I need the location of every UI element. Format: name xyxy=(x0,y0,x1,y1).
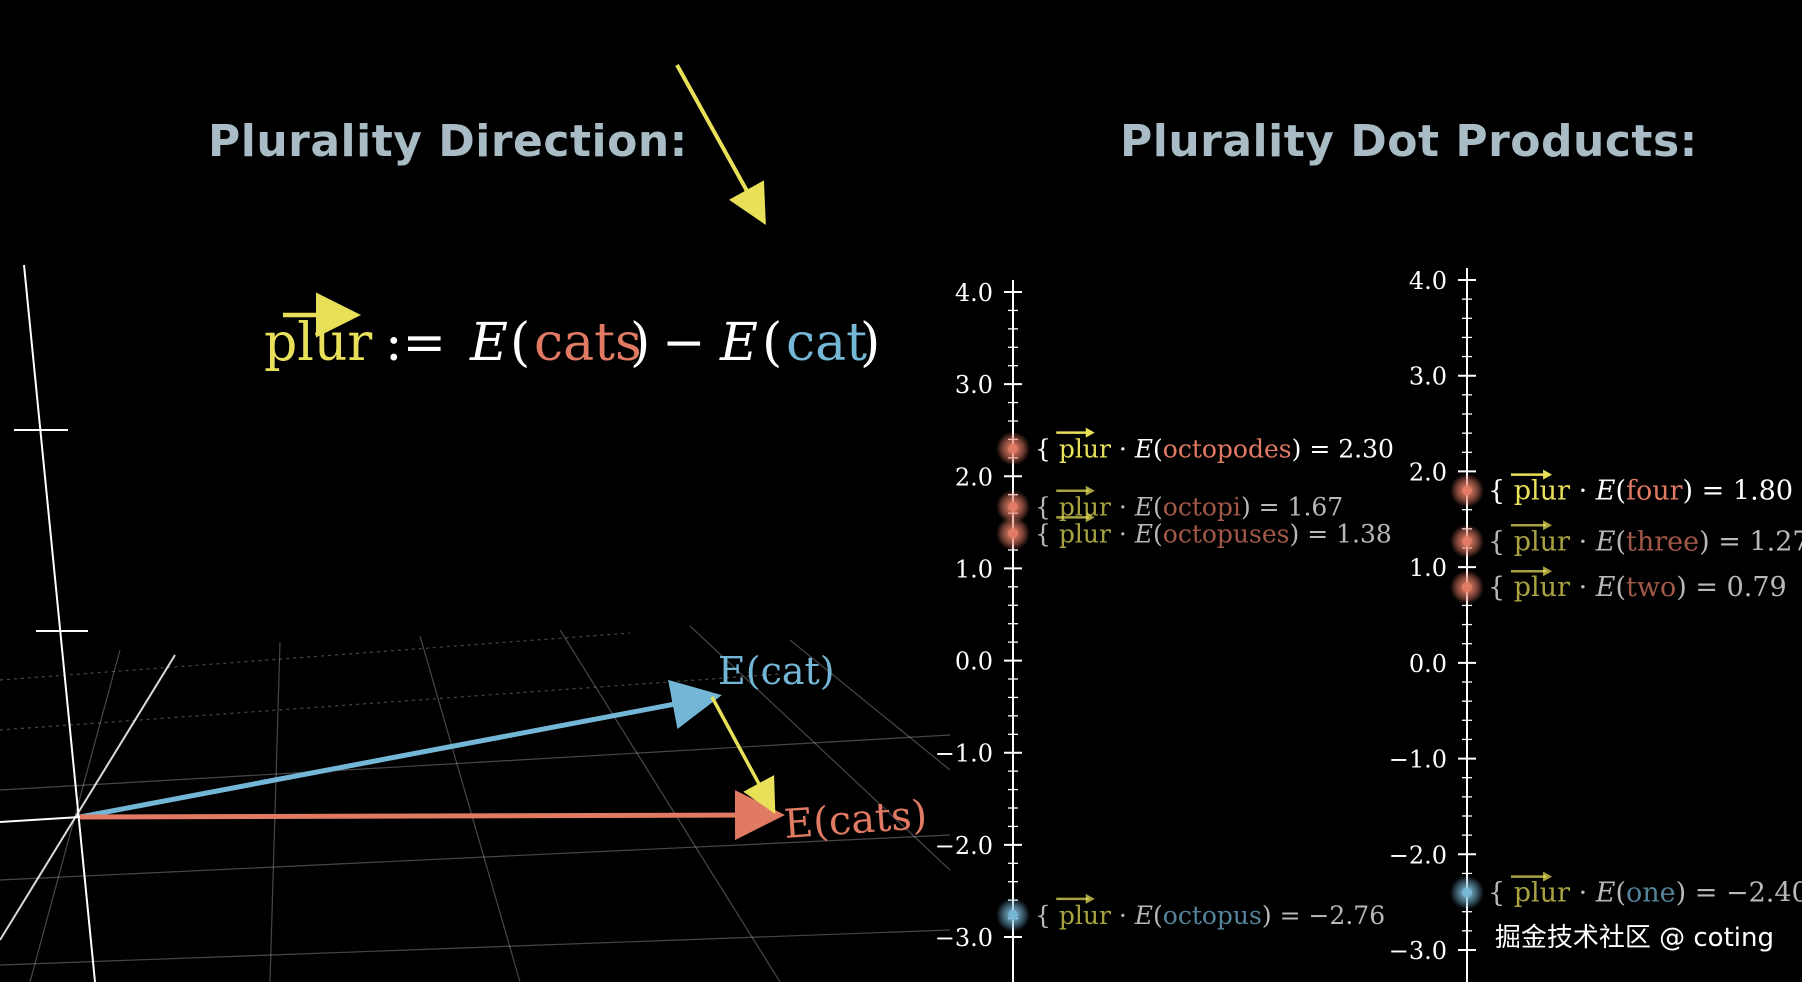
formula-assign: := xyxy=(385,313,446,373)
data-point xyxy=(1008,528,1018,539)
tick-label: 2.0 xyxy=(1409,458,1447,486)
dot-product-charts: 4.03.02.01.00.0−1.0−2.0−3.0{ plur · E(oc… xyxy=(935,267,1802,982)
tick-label: 4.0 xyxy=(1409,267,1447,295)
point-label: { plur · E(three) = 1.27 xyxy=(1488,526,1802,557)
plur-arrow-head xyxy=(1085,427,1095,438)
data-point xyxy=(1462,485,1472,496)
number-line-chart-1: 4.0 3.0 2.0 1.0 0.0 −1.0 −2.0 −3.0 { plur · E(oc… xyxy=(935,279,1394,982)
tick-label: 4.0 xyxy=(955,279,993,307)
plur-arrow-head xyxy=(1085,893,1095,904)
data-point xyxy=(1462,536,1472,547)
point-label: { plur · E(octopi) = 1.67 xyxy=(1035,493,1343,522)
data-point xyxy=(1008,909,1018,920)
plur-arrow-head xyxy=(1543,469,1553,480)
plur-arrow-head xyxy=(1085,512,1095,523)
formula-E2: E xyxy=(719,313,758,373)
formula-word-cat: cat xyxy=(786,313,867,373)
data-point xyxy=(1462,887,1472,898)
formula-minus: − xyxy=(662,313,706,373)
tick-label: 2.0 xyxy=(955,463,993,491)
left-heading: Plurality Direction: xyxy=(208,116,688,167)
tick-label: 1.0 xyxy=(1409,554,1447,582)
plur-arrow-head xyxy=(1543,520,1553,531)
formula-open2: ( xyxy=(762,313,782,373)
perspective-grid xyxy=(0,625,951,982)
difference-arrow xyxy=(710,696,776,815)
formula-E1: E xyxy=(469,313,508,373)
watermark: 掘金技术社区 @ coting xyxy=(1494,923,1774,953)
point-label: { plur · E(two) = 0.79 xyxy=(1488,572,1787,603)
formula-close1: ) xyxy=(630,313,650,373)
number-line-chart-2: 4.0 3.0 2.0 1.0 0.0 −1.0 −2.0 −3.0 { plur · E(fo… xyxy=(1389,267,1802,982)
tick-label: −2.0 xyxy=(935,832,993,860)
tick-label: 1.0 xyxy=(955,555,993,583)
formula-close2: ) xyxy=(860,313,880,373)
tick-label: −2.0 xyxy=(1389,841,1447,869)
tick-label: 0.0 xyxy=(1409,650,1447,678)
data-point xyxy=(1462,582,1472,593)
tick-label: −3.0 xyxy=(1389,937,1447,965)
point-label: { plur · E(four) = 1.80 xyxy=(1488,476,1793,507)
vector-cat-label: E(cat) xyxy=(718,649,835,693)
point-label: { plur · E(octopodes) = 2.30 xyxy=(1035,435,1394,464)
tick-label: 0.0 xyxy=(955,648,993,676)
vector-cats-arrow xyxy=(79,790,785,841)
formula-word-cats: cats xyxy=(534,313,642,373)
point-label: { plur · E(one) = −2.40 xyxy=(1488,878,1802,909)
pointer-arrow xyxy=(675,64,766,225)
point-label: { plur · E(octopuses) = 1.38 xyxy=(1035,519,1392,548)
tick-label: −1.0 xyxy=(1389,746,1447,774)
right-heading: Plurality Dot Products: xyxy=(1120,116,1698,167)
tick-label: 3.0 xyxy=(955,371,993,399)
plur-arrow-head xyxy=(1085,485,1095,496)
axes-3d xyxy=(0,264,176,982)
formula-open1: ( xyxy=(510,313,530,373)
point-label: { plur · E(octopus) = −2.76 xyxy=(1035,901,1385,930)
vector-cat-arrow xyxy=(79,679,722,820)
plur-arrow-head xyxy=(1543,566,1553,577)
vector-cats-label: E(cats) xyxy=(782,792,928,848)
tick-label: −3.0 xyxy=(935,924,993,952)
plur-arrow-head xyxy=(1543,871,1553,882)
plurality-formula: plur := E ( cats ) − E ( cat ) xyxy=(264,292,880,373)
tick-label: −1.0 xyxy=(935,740,993,768)
data-point xyxy=(1008,501,1018,512)
tick-label: 3.0 xyxy=(1409,363,1447,391)
data-point xyxy=(1008,443,1018,454)
formula-plur: plur xyxy=(264,313,372,373)
